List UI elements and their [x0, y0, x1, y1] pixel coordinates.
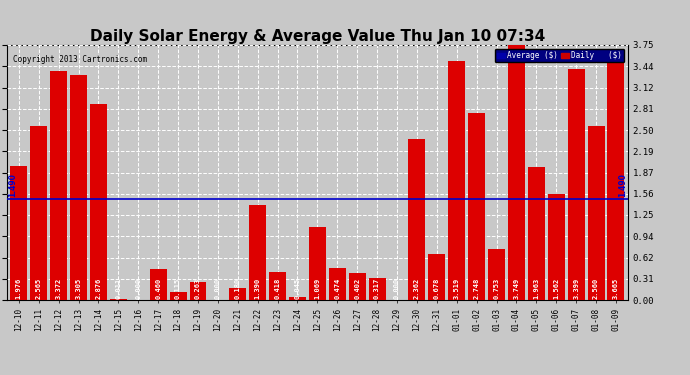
Text: 0.115: 0.115: [175, 278, 181, 299]
Bar: [10, 166, 28, 300]
Bar: [150, 269, 166, 300]
Text: 0.402: 0.402: [354, 278, 360, 299]
Text: 0.678: 0.678: [434, 278, 440, 299]
Bar: [269, 272, 286, 300]
Text: 0.000: 0.000: [135, 278, 141, 299]
Bar: [528, 166, 545, 300]
Text: 0.753: 0.753: [493, 278, 500, 299]
Text: 0.000: 0.000: [394, 278, 400, 299]
Text: 0.317: 0.317: [374, 278, 380, 299]
Bar: [170, 292, 186, 300]
Bar: [70, 75, 87, 300]
Bar: [90, 104, 107, 300]
Text: 1.069: 1.069: [315, 278, 320, 299]
Bar: [50, 71, 67, 300]
Bar: [607, 51, 624, 300]
Bar: [469, 113, 485, 300]
Bar: [329, 268, 346, 300]
Text: 0.460: 0.460: [155, 278, 161, 299]
Text: 3.519: 3.519: [454, 278, 460, 299]
Bar: [508, 45, 525, 300]
Bar: [548, 194, 564, 300]
Bar: [289, 297, 306, 300]
Bar: [588, 126, 604, 300]
Bar: [229, 288, 246, 300]
Text: Copyright 2013 Cartronics.com: Copyright 2013 Cartronics.com: [13, 55, 147, 64]
Bar: [448, 61, 465, 300]
Title: Daily Solar Energy & Average Value Thu Jan 10 07:34: Daily Solar Energy & Average Value Thu J…: [90, 29, 545, 44]
Bar: [249, 206, 266, 300]
Text: 1.976: 1.976: [16, 278, 22, 299]
Text: 2.876: 2.876: [95, 278, 101, 299]
Bar: [190, 282, 206, 300]
Bar: [309, 227, 326, 300]
Text: 0.474: 0.474: [334, 278, 340, 299]
Text: 2.565: 2.565: [36, 278, 42, 299]
Text: 3.372: 3.372: [56, 278, 61, 299]
Text: 3.665: 3.665: [613, 278, 619, 299]
Text: 1.562: 1.562: [553, 278, 560, 299]
Text: 3.399: 3.399: [573, 278, 579, 299]
Text: 3.749: 3.749: [513, 278, 520, 299]
Text: 0.045: 0.045: [295, 278, 301, 299]
Text: 2.362: 2.362: [414, 278, 420, 299]
Text: 0.180: 0.180: [235, 278, 241, 299]
Text: 2.748: 2.748: [473, 278, 480, 299]
Bar: [368, 279, 386, 300]
Text: 3.305: 3.305: [75, 278, 81, 299]
Bar: [110, 299, 127, 300]
Text: 2.560: 2.560: [593, 278, 599, 299]
Bar: [348, 273, 366, 300]
Text: 1.963: 1.963: [533, 278, 540, 299]
Text: 1.490: 1.490: [618, 174, 627, 197]
Bar: [568, 69, 584, 300]
Bar: [408, 140, 425, 300]
Bar: [428, 254, 445, 300]
Text: 1.490: 1.490: [8, 174, 17, 197]
Text: 0.000: 0.000: [215, 278, 221, 299]
Bar: [488, 249, 505, 300]
Text: 0.418: 0.418: [275, 278, 281, 299]
Text: 0.263: 0.263: [195, 278, 201, 299]
Text: 0.011: 0.011: [115, 278, 121, 299]
Text: 1.390: 1.390: [255, 278, 261, 299]
Bar: [30, 126, 47, 300]
Legend: Average ($), Daily   ($): Average ($), Daily ($): [495, 49, 624, 62]
